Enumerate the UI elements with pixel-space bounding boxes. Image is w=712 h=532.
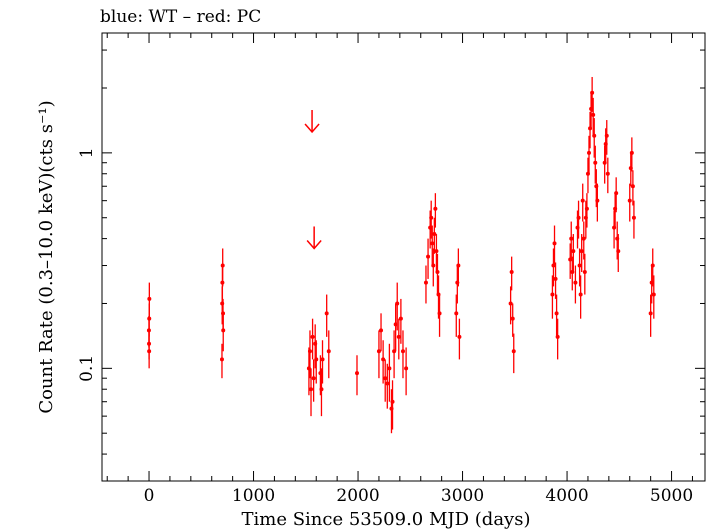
data-point (430, 241, 435, 246)
data-point (552, 241, 557, 246)
data-point (326, 349, 331, 354)
data-point (584, 206, 589, 211)
x-tick-label: 0 (144, 486, 155, 506)
data-point (650, 263, 655, 268)
data-point (310, 334, 315, 339)
data-point (553, 276, 558, 281)
data-point (147, 296, 152, 301)
data-point (648, 311, 653, 316)
data-point (605, 171, 610, 176)
data-point (577, 263, 582, 268)
data-point (390, 399, 395, 404)
data-point (630, 184, 635, 189)
data-point (433, 206, 438, 211)
data-point (314, 357, 319, 362)
data-point (395, 301, 400, 306)
data-point (508, 301, 513, 306)
data-point (580, 198, 585, 203)
data-point (454, 311, 459, 316)
data-point (311, 376, 316, 381)
data-point (550, 292, 555, 297)
data-point (319, 387, 324, 392)
data-series-pc (146, 76, 656, 434)
data-point (383, 376, 388, 381)
data-point (586, 150, 591, 155)
data-point (627, 198, 632, 203)
data-point (616, 249, 621, 254)
data-point (576, 215, 581, 220)
data-point (307, 349, 312, 354)
data-point (592, 133, 597, 138)
data-point (221, 311, 226, 316)
data-point (324, 311, 329, 316)
data-point (437, 311, 442, 316)
data-point (614, 191, 619, 196)
data-point (429, 215, 434, 220)
data-point (651, 292, 656, 297)
data-point (582, 269, 587, 274)
data-point (379, 328, 384, 333)
axis-ticks (102, 33, 705, 482)
data-point (320, 357, 325, 362)
data-point (569, 236, 574, 241)
data-point (309, 387, 314, 392)
data-point (595, 198, 600, 203)
data-point (434, 249, 439, 254)
data-point (431, 263, 436, 268)
data-point (456, 263, 461, 268)
data-point (555, 334, 560, 339)
data-point (376, 349, 381, 354)
data-point (432, 232, 437, 237)
data-point (387, 366, 392, 371)
plot-frame (101, 32, 706, 482)
upper-limit-arrowhead (306, 239, 322, 250)
chart-title: blue: WT – red: PC (100, 7, 261, 27)
axis-tick-labels: 0 1000 2000 3000 4000 5000 0.1 1 (77, 147, 693, 506)
data-point (435, 269, 440, 274)
x-tick-label: 3000 (441, 486, 484, 506)
data-point (629, 150, 634, 155)
x-tick-label: 5000 (650, 486, 693, 506)
data-point (385, 381, 390, 386)
data-point (147, 349, 152, 354)
data-point (219, 357, 224, 362)
data-point (510, 316, 515, 321)
data-point (571, 249, 576, 254)
data-point (423, 280, 428, 285)
y-tick-label: 0.1 (77, 355, 97, 382)
x-tick-label: 2000 (336, 486, 379, 506)
y-axis-title: Count Rate (0.3–10.0 keV)(cts s⁻¹) (36, 100, 57, 413)
data-point (400, 349, 405, 354)
data-point (631, 215, 636, 220)
x-tick-label: 4000 (545, 486, 588, 506)
data-point (396, 334, 401, 339)
data-point (573, 280, 578, 285)
data-point (511, 349, 516, 354)
data-point (404, 366, 409, 371)
data-point (579, 249, 584, 254)
data-point (457, 334, 462, 339)
upper-limit-arrows (304, 109, 322, 250)
data-point (398, 316, 403, 321)
data-point (590, 90, 595, 95)
data-point (354, 371, 359, 376)
data-point (381, 357, 386, 362)
data-point (146, 328, 151, 333)
data-point (593, 160, 598, 165)
data-point (604, 133, 609, 138)
data-point (591, 112, 596, 117)
x-tick-label: 1000 (232, 486, 275, 506)
data-point (426, 254, 431, 259)
upper-limit-arrowhead (304, 123, 320, 134)
y-tick-label: 1 (77, 147, 97, 158)
data-point (509, 269, 514, 274)
x-axis-title: Time Since 53509.0 MJD (days) (241, 509, 530, 530)
data-point (554, 311, 559, 316)
data-point (220, 263, 225, 268)
data-point (578, 292, 583, 297)
data-point (581, 236, 586, 241)
